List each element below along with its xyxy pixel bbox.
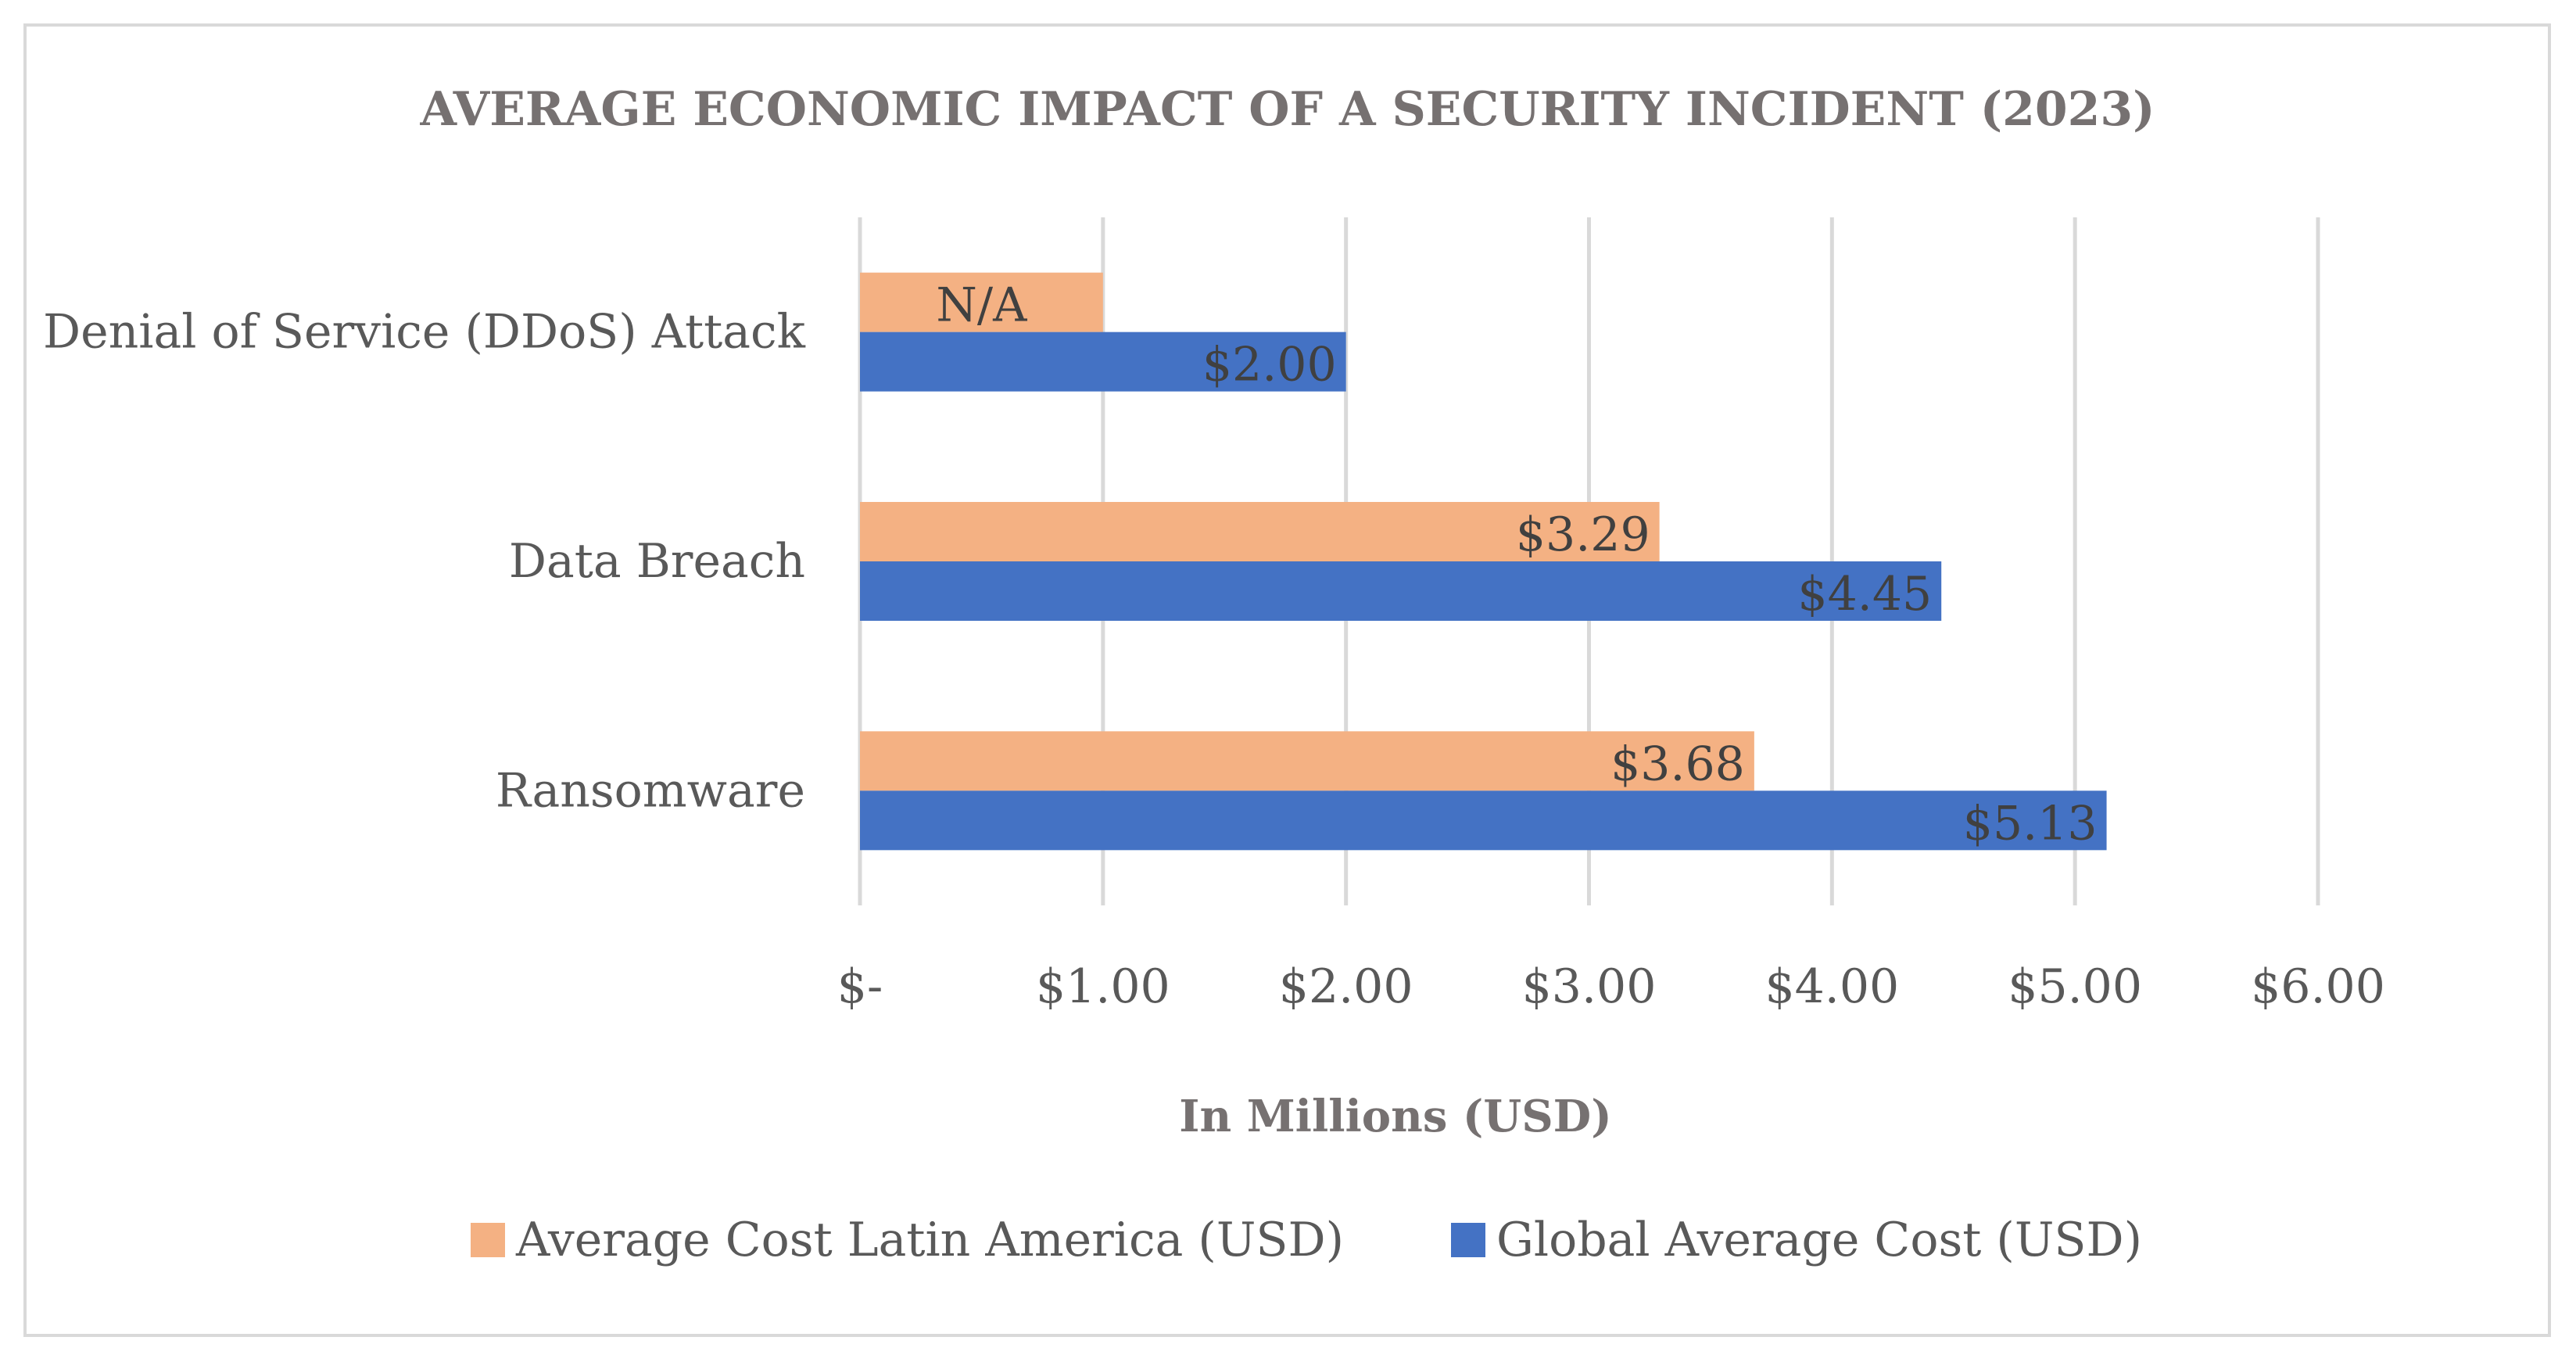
x-tick-label: $2.00 bbox=[1279, 959, 1413, 1014]
legend-label: Global Average Cost (USD) bbox=[1496, 1213, 2142, 1267]
bar bbox=[860, 502, 1660, 561]
data-label: N/A bbox=[936, 278, 1027, 333]
chart-title: AVERAGE ECONOMIC IMPACT OF A SECURITY IN… bbox=[419, 82, 2155, 137]
data-label: $5.13 bbox=[1963, 796, 2098, 851]
x-tick-label: $6.00 bbox=[2251, 959, 2385, 1014]
data-label: $4.45 bbox=[1797, 567, 1932, 622]
legend-swatch bbox=[471, 1223, 505, 1257]
legend: Average Cost Latin America (USD) Global A… bbox=[471, 1213, 2142, 1267]
chart-frame bbox=[23, 23, 2551, 1337]
bar bbox=[860, 332, 1346, 392]
legend-label: Average Cost Latin America (USD) bbox=[515, 1213, 1344, 1267]
category-label: Ransomware bbox=[496, 763, 805, 818]
data-label: $3.68 bbox=[1610, 737, 1745, 791]
category-label: Denial of Service (DDoS) Attack bbox=[43, 305, 806, 360]
x-tick-label: $4.00 bbox=[1765, 959, 1899, 1014]
legend-swatch bbox=[1451, 1223, 1485, 1257]
x-tick-label: $- bbox=[837, 959, 883, 1014]
bar bbox=[860, 790, 2107, 851]
category-label: Data Breach bbox=[509, 534, 805, 589]
data-label: $3.29 bbox=[1516, 507, 1650, 562]
data-label: $2.00 bbox=[1202, 338, 1337, 392]
x-tick-label: $3.00 bbox=[1522, 959, 1657, 1014]
bar bbox=[860, 561, 1942, 621]
x-axis-title: In Millions (USD) bbox=[1179, 1091, 1611, 1142]
bar bbox=[860, 272, 1103, 332]
bar bbox=[860, 731, 1754, 791]
x-tick-label: $5.00 bbox=[2008, 959, 2142, 1014]
x-tick-label: $1.00 bbox=[1036, 959, 1170, 1014]
